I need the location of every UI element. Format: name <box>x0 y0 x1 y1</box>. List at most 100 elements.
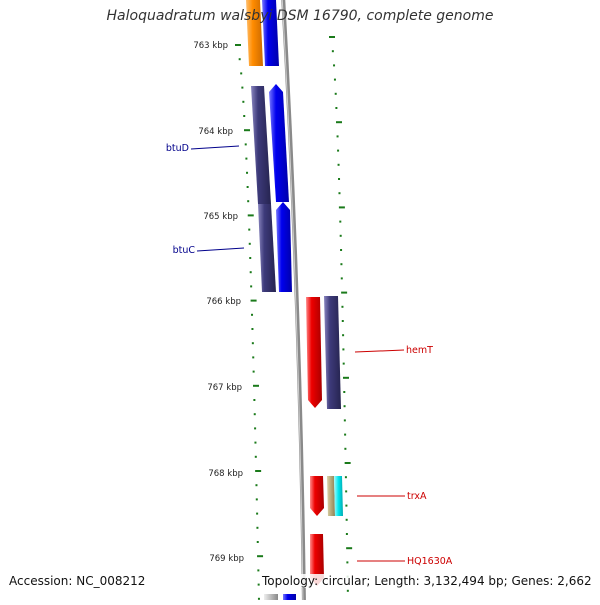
ring-minor-tick <box>345 533 348 535</box>
axis-label: 764 kbp <box>198 127 233 137</box>
ring-minor-tick <box>255 498 258 501</box>
ring-major-tick <box>342 376 349 379</box>
ring-minor-tick <box>255 484 258 487</box>
ring-minor-tick <box>342 362 345 365</box>
ring-minor-tick <box>334 92 337 95</box>
hemT-leader-line <box>354 349 405 353</box>
gene-trxA-khaki[interactable] <box>327 476 335 516</box>
ring-minor-tick <box>254 441 257 444</box>
gene-label-HQ1630A[interactable]: HQ1630A <box>407 556 453 567</box>
ring-minor-tick <box>342 348 345 351</box>
gene-trxA-cyan[interactable] <box>334 476 343 516</box>
ring-major-tick <box>335 121 342 124</box>
ring-minor-tick <box>256 541 259 543</box>
btuC-leader-line <box>196 247 245 252</box>
ring-minor-tick <box>346 589 349 592</box>
ring-minor-tick <box>337 163 340 166</box>
ring-minor-tick <box>240 72 243 75</box>
gene-orange[interactable] <box>246 0 263 66</box>
ring-minor-tick <box>249 257 252 259</box>
ring-major-tick <box>250 299 257 302</box>
ring-major-tick <box>257 555 264 558</box>
accession-text: Accession: NC_008212 <box>9 574 146 588</box>
ring-minor-tick <box>344 476 347 479</box>
ring-minor-tick <box>249 271 252 274</box>
ring-minor-tick <box>343 405 346 408</box>
ring-major-tick <box>247 214 254 217</box>
ring-minor-tick <box>241 86 244 89</box>
ring-minor-tick <box>248 228 251 231</box>
gene-trxA[interactable] <box>310 476 324 516</box>
ring-minor-tick <box>342 334 345 337</box>
ring-major-tick <box>235 44 241 46</box>
ring-minor-tick <box>336 135 339 138</box>
ring-minor-tick <box>257 583 260 586</box>
ring-minor-tick <box>343 391 346 393</box>
ring-minor-tick <box>251 313 254 316</box>
gene-label-hemT[interactable]: hemT <box>406 345 433 356</box>
genome-backbone <box>281 0 306 605</box>
topology-text: Topology: circular; Length: 3,132,494 bp… <box>262 574 592 588</box>
ring-minor-tick <box>251 342 254 345</box>
gene-hemT-navy[interactable] <box>324 296 341 409</box>
axis-label: 763 kbp <box>193 41 228 51</box>
gene-bottom-grey[interactable] <box>264 594 278 600</box>
ring-minor-tick <box>338 192 341 195</box>
ring-minor-tick <box>345 518 348 521</box>
ring-minor-tick <box>257 569 260 572</box>
ring-minor-tick <box>340 263 343 266</box>
axis-label: 769 kbp <box>209 554 244 564</box>
ring-minor-tick <box>250 285 253 288</box>
ring-minor-tick <box>246 186 249 188</box>
axis-label: 766 kbp <box>206 297 241 307</box>
ring-minor-tick <box>339 234 342 237</box>
gene-label-trxA[interactable]: trxA <box>407 491 427 502</box>
ring-major-tick <box>344 462 351 464</box>
gene-btuD-navy[interactable] <box>251 86 271 204</box>
gene-btuD[interactable] <box>269 84 289 202</box>
gene-btuC[interactable] <box>276 202 292 292</box>
ring-minor-tick <box>346 561 349 564</box>
axis-label: 765 kbp <box>203 212 238 222</box>
ring-major-tick <box>341 291 348 294</box>
ring-minor-tick <box>242 100 245 103</box>
ring-minor-tick <box>335 107 338 109</box>
ring-minor-tick <box>341 320 344 322</box>
gene-label-btuD[interactable]: btuD <box>166 143 189 154</box>
gene-btuC-navy[interactable] <box>258 204 276 292</box>
ring-minor-tick <box>337 149 340 152</box>
gene-bottom-blue[interactable] <box>283 594 296 600</box>
ring-minor-tick <box>252 370 255 373</box>
ring-minor-tick <box>340 277 343 280</box>
gene-blue-top[interactable] <box>262 0 279 66</box>
ring-major-tick <box>253 384 260 387</box>
ring-minor-tick <box>243 115 246 117</box>
genome-title: Haloquadratum walsbyi DSM 16790, complet… <box>106 8 494 24</box>
ring-minor-tick <box>339 220 342 223</box>
ring-minor-tick <box>341 305 344 308</box>
ring-major-tick <box>338 206 345 209</box>
gene-label-btuC[interactable]: btuC <box>173 245 196 256</box>
ring-minor-tick <box>254 455 257 458</box>
ring-minor-tick <box>331 50 334 53</box>
ring-minor-tick <box>253 399 256 401</box>
gene-HQ1630A[interactable] <box>310 534 324 586</box>
ring-minor-tick <box>251 328 254 330</box>
ring-minor-tick <box>246 171 249 174</box>
ring-minor-tick <box>340 249 343 251</box>
ring-minor-tick <box>338 178 341 180</box>
ring-minor-tick <box>344 433 347 436</box>
ring-minor-tick <box>253 413 256 416</box>
gene-layer <box>246 0 343 600</box>
ring-minor-tick <box>345 490 348 493</box>
ring-minor-tick <box>252 356 255 359</box>
ring-minor-tick <box>248 242 251 245</box>
ring-minor-tick <box>238 58 241 61</box>
gene-hemT[interactable] <box>306 297 322 408</box>
ring-minor-tick <box>256 526 259 529</box>
ring-minor-tick <box>247 200 250 203</box>
axis-layer: 763 kbp 764 kbp 765 kbp 766 kbp 767 kbp … <box>193 41 244 564</box>
ring-minor-tick <box>256 512 259 515</box>
